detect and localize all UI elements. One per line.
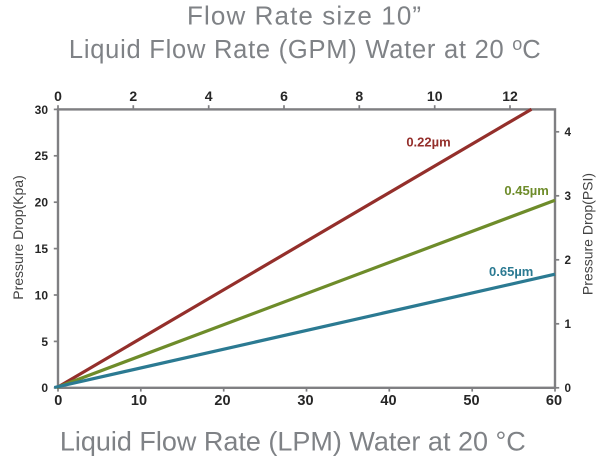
svg-text:50: 50 bbox=[463, 393, 479, 409]
svg-text:0: 0 bbox=[54, 393, 62, 409]
svg-text:12: 12 bbox=[502, 88, 518, 104]
svg-text:4: 4 bbox=[205, 88, 213, 104]
svg-text:30: 30 bbox=[297, 393, 313, 409]
svg-text:Liquid Flow Rate (LPM) Water a: Liquid Flow Rate (LPM) Water at 20 °C bbox=[60, 427, 526, 457]
svg-text:30: 30 bbox=[35, 103, 49, 117]
svg-text:4: 4 bbox=[565, 126, 572, 139]
svg-text:40: 40 bbox=[380, 393, 396, 409]
svg-text:1: 1 bbox=[565, 318, 572, 331]
svg-text:15: 15 bbox=[35, 242, 49, 256]
svg-text:0: 0 bbox=[565, 382, 572, 395]
svg-text:60: 60 bbox=[546, 393, 562, 409]
svg-text:0: 0 bbox=[54, 88, 62, 104]
svg-text:5: 5 bbox=[41, 335, 48, 349]
svg-text:0: 0 bbox=[41, 381, 48, 395]
svg-text:10: 10 bbox=[131, 393, 147, 409]
svg-text:0.65µm: 0.65µm bbox=[489, 264, 533, 279]
svg-text:6: 6 bbox=[280, 88, 288, 104]
svg-text:Pressure Drop(PSI): Pressure Drop(PSI) bbox=[580, 173, 596, 295]
svg-text:10: 10 bbox=[35, 288, 49, 302]
svg-text:10: 10 bbox=[427, 88, 443, 104]
svg-text:Flow Rate size 10”: Flow Rate size 10” bbox=[187, 1, 422, 31]
svg-text:0.45µm: 0.45µm bbox=[504, 183, 548, 198]
svg-text:2: 2 bbox=[129, 88, 137, 104]
svg-text:8: 8 bbox=[355, 88, 363, 104]
svg-text:20: 20 bbox=[35, 196, 49, 210]
svg-text:3: 3 bbox=[565, 190, 572, 203]
svg-text:2: 2 bbox=[565, 254, 572, 267]
svg-text:25: 25 bbox=[35, 149, 49, 163]
svg-text:Liquid Flow Rate (GPM) Water a: Liquid Flow Rate (GPM) Water at 20 oC bbox=[69, 34, 542, 64]
svg-text:0.22µm: 0.22µm bbox=[406, 135, 450, 150]
svg-text:20: 20 bbox=[214, 393, 230, 409]
svg-text:Pressure Drop(Kpa): Pressure Drop(Kpa) bbox=[10, 175, 26, 300]
